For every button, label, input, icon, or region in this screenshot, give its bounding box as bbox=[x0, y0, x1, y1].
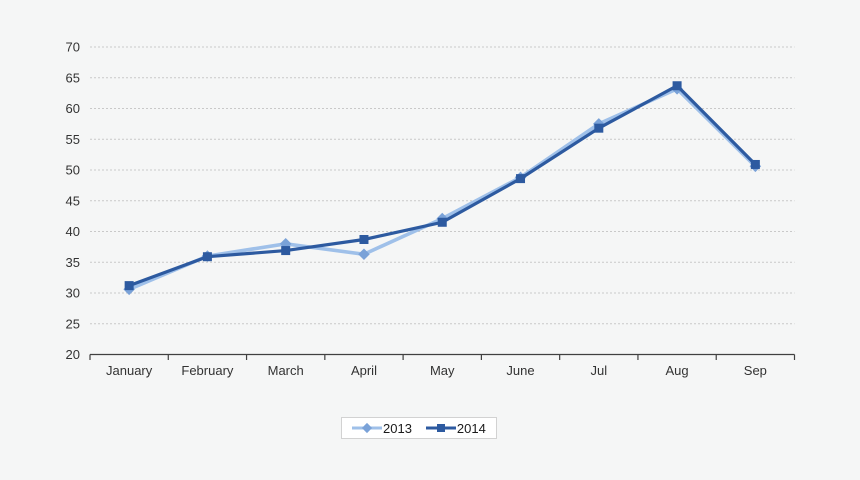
y-axis-tick-label: 40 bbox=[66, 224, 80, 239]
series-2014-marker bbox=[437, 217, 447, 227]
x-axis-category-label: March bbox=[268, 363, 304, 378]
y-axis-tick-label: 35 bbox=[66, 255, 80, 270]
series-2014-marker bbox=[124, 281, 134, 291]
y-axis-tick-label: 20 bbox=[66, 347, 80, 362]
legend-marker-2013-diamond-icon bbox=[352, 422, 382, 434]
legend-marker-2014-square-icon bbox=[425, 424, 456, 432]
y-axis-tick-label: 55 bbox=[66, 132, 80, 147]
y-axis-tick-label: 60 bbox=[66, 101, 80, 116]
x-axis-category-label: Aug bbox=[666, 363, 689, 378]
series-2014-marker bbox=[281, 246, 291, 256]
x-axis-category-label: May bbox=[430, 363, 455, 378]
x-axis-category-label: Sep bbox=[744, 363, 767, 378]
legend-item-2013: 2013 bbox=[352, 422, 412, 435]
legend-item-2014: 2014 bbox=[425, 420, 486, 436]
y-axis-tick-label: 25 bbox=[66, 316, 80, 331]
x-axis-category-label: June bbox=[506, 363, 534, 378]
legend-label-2013: 2013 bbox=[383, 420, 412, 436]
series-2014-marker bbox=[516, 174, 526, 184]
series-2014-marker bbox=[750, 159, 760, 169]
legend-label-2014: 2014 bbox=[456, 420, 486, 436]
x-axis-category-label: Jul bbox=[590, 363, 607, 378]
series-2014-marker bbox=[359, 234, 369, 244]
chart-legend: 2013 2014 bbox=[341, 417, 497, 439]
y-axis-tick-label: 30 bbox=[66, 286, 80, 301]
series-2014-line bbox=[128, 83, 757, 288]
series-2013-line bbox=[128, 86, 757, 291]
y-axis-tick-label: 70 bbox=[66, 40, 80, 55]
x-axis-category-label: April bbox=[351, 363, 377, 378]
x-axis-category-label: January bbox=[106, 363, 153, 378]
y-axis-tick-label: 50 bbox=[66, 163, 80, 178]
legend-swatch-diamond bbox=[361, 422, 373, 434]
series-2014-marker bbox=[672, 81, 682, 91]
y-axis-tick-label: 65 bbox=[66, 70, 80, 85]
series-2014-marker bbox=[202, 252, 212, 262]
y-axis-tick-label: 45 bbox=[66, 193, 80, 208]
series-2014-marker bbox=[594, 123, 604, 133]
x-axis-category-label: February bbox=[181, 363, 234, 378]
series-2013-marker bbox=[358, 248, 370, 261]
legend-swatch-square bbox=[436, 424, 445, 432]
